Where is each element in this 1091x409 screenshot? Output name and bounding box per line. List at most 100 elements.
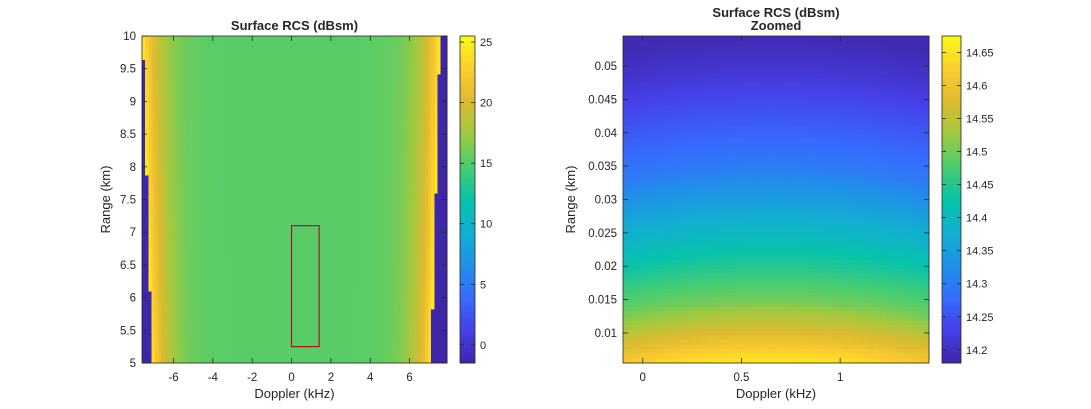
heatmap-cell: [389, 95, 394, 100]
heatmap-cell: [297, 71, 302, 76]
heatmap-cell: [281, 163, 286, 168]
heatmap-cell: [373, 74, 378, 79]
heatmap-cell: [307, 184, 311, 189]
heatmap-cell: [246, 140, 251, 144]
heatmap-cell: [338, 89, 343, 94]
heatmap-cell: [424, 62, 429, 67]
heatmap-cell: [211, 62, 216, 67]
heatmap-cell: [431, 131, 435, 135]
heatmap-cell: [300, 187, 305, 192]
heatmap-cell: [269, 74, 273, 79]
heatmap-cell: [154, 83, 159, 88]
heatmap-cell: [313, 122, 318, 126]
heatmap-cell: [338, 148, 343, 153]
heatmap-cell: [202, 113, 207, 117]
heatmap-cell: [278, 56, 283, 61]
heatmap-cell: [402, 166, 407, 171]
heatmap-cell: [431, 140, 435, 144]
heatmap-cell: [265, 143, 270, 147]
heatmap-cell: [142, 41, 146, 46]
heatmap-cell: [421, 187, 426, 192]
heatmap-cell: [361, 74, 365, 79]
heatmap-cell: [167, 107, 172, 111]
heatmap-cell: [281, 47, 286, 52]
heatmap-cell: [278, 89, 283, 94]
heatmap-cell: [202, 128, 207, 132]
heatmap-cell: [415, 116, 420, 120]
heatmap-cell: [418, 38, 423, 43]
heatmap-cell: [208, 56, 213, 61]
heatmap-cell: [386, 157, 391, 162]
heatmap-cell: [151, 125, 156, 129]
heatmap-cell: [434, 36, 439, 40]
heatmap-cell: [319, 172, 324, 177]
heatmap-cell: [338, 181, 343, 186]
heatmap-cell: [412, 86, 416, 91]
heatmap-cell: [291, 101, 296, 105]
heatmap-cell: [332, 184, 337, 189]
heatmap-cell: [326, 128, 331, 132]
heatmap-cell: [342, 89, 346, 94]
heatmap-cell: [370, 47, 375, 52]
heatmap-cell: [269, 140, 273, 144]
heatmap-cell: [332, 92, 337, 97]
heatmap-cell: [370, 184, 375, 189]
heatmap-cell: [335, 68, 340, 73]
heatmap-cell: [399, 157, 404, 162]
heatmap-cell: [431, 77, 435, 82]
heatmap-cell: [326, 131, 331, 135]
heatmap-cell: [354, 151, 359, 156]
heatmap-cell: [253, 50, 257, 55]
heatmap-cell: [234, 36, 238, 40]
heatmap-cell: [176, 80, 181, 85]
heatmap-cell: [300, 163, 305, 168]
heatmap-cell: [183, 53, 188, 58]
heatmap-cell: [396, 68, 400, 73]
heatmap-cell: [161, 44, 165, 49]
heatmap-cell: [157, 56, 162, 61]
heatmap-cell: [202, 110, 207, 114]
heatmap-cell: [310, 113, 315, 117]
heatmap-cell: [246, 62, 251, 67]
heatmap-cell: [180, 148, 184, 153]
heatmap-cell: [183, 101, 188, 105]
heatmap-cell: [224, 86, 229, 91]
heatmap-cell: [307, 113, 311, 117]
heatmap-cell: [415, 83, 420, 88]
heatmap-cell: [189, 163, 194, 168]
heatmap-cell: [335, 122, 340, 126]
heatmap-cell: [230, 36, 235, 40]
heatmap-cell: [300, 77, 305, 82]
heatmap-cell: [157, 89, 162, 94]
heatmap-cell: [145, 128, 149, 132]
heatmap-cell: [202, 47, 207, 52]
heatmap-cell: [396, 89, 400, 94]
heatmap-cell: [348, 157, 353, 162]
heatmap-cell: [342, 140, 346, 144]
heatmap-cell: [269, 175, 273, 180]
heatmap-cell: [230, 184, 235, 189]
heatmap-cell: [427, 65, 432, 70]
heatmap-cell: [377, 104, 381, 108]
heatmap-cell: [380, 59, 385, 64]
heatmap-cell: [142, 131, 146, 135]
heatmap-cell: [329, 166, 334, 171]
heatmap-cell: [243, 140, 248, 144]
heatmap-cell: [164, 116, 169, 120]
heatmap-cell: [329, 148, 334, 153]
heatmap-cell: [304, 50, 308, 55]
heatmap-cell: [297, 145, 302, 150]
heatmap-cell: [319, 134, 324, 138]
heatmap-cell: [202, 119, 207, 123]
heatmap-cell: [246, 65, 251, 70]
heatmap-cell: [313, 86, 318, 91]
heatmap-cell: [176, 122, 181, 126]
heatmap-cell: [192, 104, 197, 108]
heatmap-cell: [167, 163, 172, 168]
heatmap-cell: [412, 151, 416, 156]
heatmap-cell: [332, 110, 337, 114]
heatmap-cell: [272, 143, 277, 147]
heatmap-cell: [437, 80, 442, 85]
heatmap-cell: [192, 68, 197, 73]
heatmap-cell: [348, 68, 353, 73]
